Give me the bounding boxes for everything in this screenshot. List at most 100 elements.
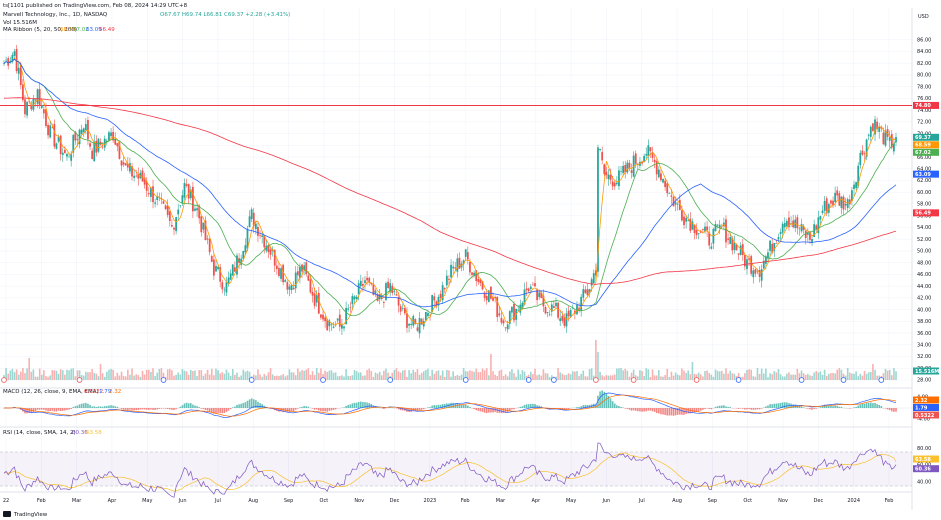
volume-bar <box>171 370 173 380</box>
candle-body <box>565 313 568 327</box>
price-tick-label: 46.00 <box>917 272 931 278</box>
candle-body <box>376 293 379 302</box>
price-tick-label: 58.00 <box>917 202 931 208</box>
macd-histogram-bar <box>364 402 366 408</box>
macd-histogram-bar <box>152 408 154 410</box>
volume-bar <box>485 368 488 380</box>
volume-bar <box>773 371 776 380</box>
volume-bar <box>597 352 599 380</box>
candle-body <box>748 258 750 260</box>
event-marker-icon[interactable] <box>840 377 847 383</box>
macd-histogram-bar <box>219 408 221 414</box>
macd-histogram-bar <box>82 403 85 408</box>
volume-bar <box>886 370 889 380</box>
candle-body <box>815 225 818 230</box>
candle-body <box>550 304 553 312</box>
candle-body <box>571 308 574 310</box>
macd-histogram-bar <box>783 402 786 408</box>
candle-body <box>40 105 43 108</box>
macd-histogram-bar <box>811 408 813 410</box>
candle-body <box>361 283 364 286</box>
volume-bar <box>882 373 885 380</box>
candle-body <box>259 235 261 236</box>
event-marker-icon[interactable] <box>462 377 469 383</box>
macd-histogram-bar <box>895 408 897 412</box>
volume-bar <box>611 375 614 380</box>
volume-bar <box>783 376 786 380</box>
candle-body <box>353 296 356 300</box>
candle-body <box>580 296 583 311</box>
event-marker-icon[interactable] <box>160 377 167 383</box>
volume-bar <box>582 370 585 380</box>
macd-histogram-bar <box>584 404 587 408</box>
volume-bar <box>133 375 135 380</box>
time-tick-label: Apr <box>108 498 118 504</box>
volume-bar <box>779 374 782 380</box>
time-tick-label: May <box>142 498 152 504</box>
event-marker-icon[interactable] <box>320 377 326 383</box>
volume-bar <box>406 376 408 380</box>
volume-bar <box>114 376 117 380</box>
rsi-tag-bg <box>913 465 939 473</box>
macd-histogram-bar <box>410 408 412 412</box>
macd-histogram-bar <box>620 406 622 408</box>
candle-body <box>5 59 7 61</box>
macd-histogram-bar <box>651 408 654 412</box>
event-marker-icon[interactable] <box>593 377 599 383</box>
ma-legend-label[interactable]: MA Ribbon (5, 20, 50, 200) <box>3 27 77 33</box>
macd-histogram-bar <box>702 408 704 410</box>
volume-legend[interactable]: Vol 15.516M <box>3 20 37 26</box>
volume-bar <box>129 374 131 380</box>
volume-bar <box>341 375 343 380</box>
event-marker-icon[interactable] <box>387 377 393 383</box>
candle-body <box>750 256 753 274</box>
macd-histogram-bar <box>112 405 114 408</box>
volume-bar <box>637 376 639 380</box>
candle-body <box>859 152 862 166</box>
volume-bar <box>729 370 731 380</box>
volume-bar <box>548 376 551 380</box>
candle-body <box>372 283 375 296</box>
event-marker-icon[interactable] <box>878 377 885 383</box>
event-marker-icon[interactable] <box>630 377 637 383</box>
volume-bar <box>380 375 383 380</box>
candle-body <box>702 229 704 231</box>
event-marker-icon[interactable] <box>798 377 805 383</box>
volume-bar <box>328 370 331 380</box>
event-marker-icon[interactable] <box>693 377 700 383</box>
volume-bar <box>775 372 778 380</box>
candle-body <box>215 265 217 272</box>
event-marker-icon[interactable] <box>1 377 7 383</box>
macd-histogram-bar <box>878 405 881 408</box>
macd-histogram-bar <box>229 408 232 410</box>
volume-bar <box>368 368 370 380</box>
macd-histogram-bar <box>771 404 773 408</box>
volume-bar <box>842 373 845 380</box>
volume-bar <box>269 368 272 380</box>
macd-histogram-bar <box>714 406 717 408</box>
rsi-legend-label[interactable]: RSI (14, close, SMA, 14, 2) <box>3 430 76 436</box>
macd-histogram-bar <box>676 408 679 415</box>
event-marker-icon[interactable] <box>525 377 532 383</box>
symbol-title[interactable]: Marvell Technology, Inc., 1D, NASDAQ <box>3 12 108 18</box>
event-marker-icon[interactable] <box>735 377 742 383</box>
macd-histogram-bar <box>748 408 750 410</box>
macd-legend-label[interactable]: MACD (12, 26, close, 9, EMA, EMA) <box>3 389 99 395</box>
volume-bar <box>87 372 89 380</box>
time-tick-label: Feb <box>37 498 46 504</box>
event-marker-icon[interactable] <box>248 377 255 383</box>
volume-bar <box>521 370 524 380</box>
event-marker-icon[interactable] <box>551 377 557 383</box>
macd-histogram-bar <box>433 405 436 408</box>
candle-body <box>194 208 196 211</box>
last-value-tag: 56.49 <box>915 211 931 217</box>
volume-bar <box>141 370 144 380</box>
macd-histogram-bar <box>137 408 140 411</box>
candle-body <box>286 282 289 290</box>
volume-bar <box>687 370 690 380</box>
candle-body <box>563 317 566 326</box>
candle-body <box>708 232 711 246</box>
event-marker-icon[interactable] <box>76 377 83 383</box>
macd-histogram-bar <box>880 406 883 408</box>
candle-body <box>328 320 331 327</box>
